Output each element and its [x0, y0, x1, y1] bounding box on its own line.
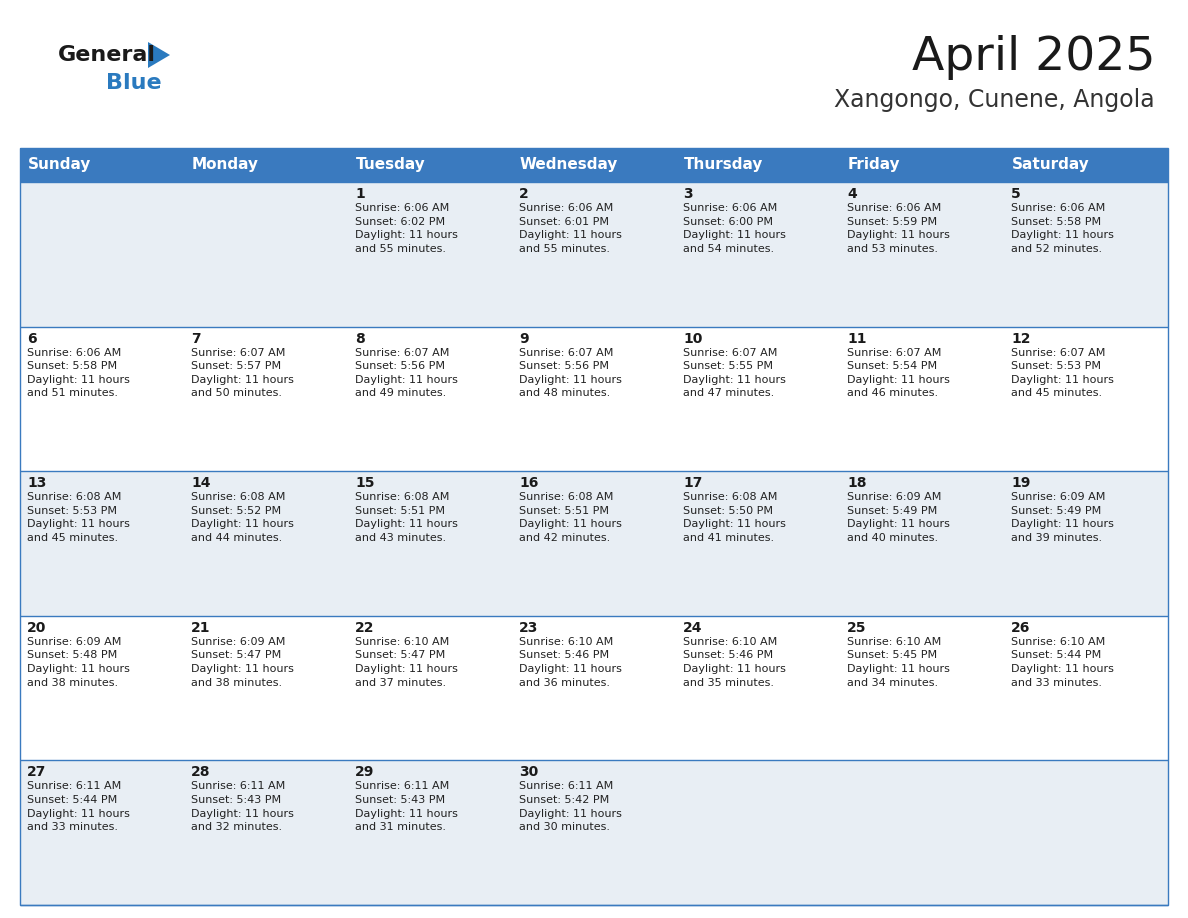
Text: Blue: Blue: [106, 73, 162, 93]
Text: 30: 30: [519, 766, 538, 779]
Text: 12: 12: [1011, 331, 1030, 345]
Text: General: General: [58, 45, 156, 65]
Text: 26: 26: [1011, 621, 1030, 635]
Text: Monday: Monday: [192, 158, 259, 173]
Polygon shape: [148, 42, 170, 68]
Text: April 2025: April 2025: [911, 36, 1155, 81]
Text: 27: 27: [27, 766, 46, 779]
Text: 3: 3: [683, 187, 693, 201]
Bar: [20, 182, 1168, 327]
Text: Sunrise: 6:06 AM
Sunset: 6:01 PM
Daylight: 11 hours
and 55 minutes.: Sunrise: 6:06 AM Sunset: 6:01 PM Dayligh…: [519, 203, 621, 253]
Text: Sunrise: 6:10 AM
Sunset: 5:44 PM
Daylight: 11 hours
and 33 minutes.: Sunrise: 6:10 AM Sunset: 5:44 PM Dayligh…: [1011, 637, 1114, 688]
Bar: [20, 148, 1168, 905]
Text: Sunrise: 6:07 AM
Sunset: 5:56 PM
Daylight: 11 hours
and 48 minutes.: Sunrise: 6:07 AM Sunset: 5:56 PM Dayligh…: [519, 348, 621, 398]
Text: 19: 19: [1011, 476, 1030, 490]
Text: Sunrise: 6:09 AM
Sunset: 5:47 PM
Daylight: 11 hours
and 38 minutes.: Sunrise: 6:09 AM Sunset: 5:47 PM Dayligh…: [191, 637, 293, 688]
Text: Wednesday: Wednesday: [520, 158, 619, 173]
Text: Saturday: Saturday: [1012, 158, 1089, 173]
Bar: [20, 616, 1168, 760]
Text: Sunrise: 6:07 AM
Sunset: 5:55 PM
Daylight: 11 hours
and 47 minutes.: Sunrise: 6:07 AM Sunset: 5:55 PM Dayligh…: [683, 348, 786, 398]
Text: Sunrise: 6:06 AM
Sunset: 5:58 PM
Daylight: 11 hours
and 52 minutes.: Sunrise: 6:06 AM Sunset: 5:58 PM Dayligh…: [1011, 203, 1114, 253]
Text: Sunrise: 6:09 AM
Sunset: 5:49 PM
Daylight: 11 hours
and 40 minutes.: Sunrise: 6:09 AM Sunset: 5:49 PM Dayligh…: [847, 492, 950, 543]
Text: Sunrise: 6:07 AM
Sunset: 5:57 PM
Daylight: 11 hours
and 50 minutes.: Sunrise: 6:07 AM Sunset: 5:57 PM Dayligh…: [191, 348, 293, 398]
Text: 10: 10: [683, 331, 702, 345]
Text: Sunrise: 6:09 AM
Sunset: 5:49 PM
Daylight: 11 hours
and 39 minutes.: Sunrise: 6:09 AM Sunset: 5:49 PM Dayligh…: [1011, 492, 1114, 543]
Text: Sunrise: 6:08 AM
Sunset: 5:51 PM
Daylight: 11 hours
and 43 minutes.: Sunrise: 6:08 AM Sunset: 5:51 PM Dayligh…: [355, 492, 457, 543]
Text: Sunrise: 6:08 AM
Sunset: 5:51 PM
Daylight: 11 hours
and 42 minutes.: Sunrise: 6:08 AM Sunset: 5:51 PM Dayligh…: [519, 492, 621, 543]
Text: 29: 29: [355, 766, 374, 779]
Text: Friday: Friday: [848, 158, 901, 173]
Text: Sunrise: 6:10 AM
Sunset: 5:47 PM
Daylight: 11 hours
and 37 minutes.: Sunrise: 6:10 AM Sunset: 5:47 PM Dayligh…: [355, 637, 457, 688]
Text: Sunrise: 6:11 AM
Sunset: 5:44 PM
Daylight: 11 hours
and 33 minutes.: Sunrise: 6:11 AM Sunset: 5:44 PM Dayligh…: [27, 781, 129, 833]
Bar: [20, 327, 1168, 471]
Text: 17: 17: [683, 476, 702, 490]
Text: 18: 18: [847, 476, 866, 490]
Text: 28: 28: [191, 766, 210, 779]
Text: Sunrise: 6:10 AM
Sunset: 5:46 PM
Daylight: 11 hours
and 36 minutes.: Sunrise: 6:10 AM Sunset: 5:46 PM Dayligh…: [519, 637, 621, 688]
Text: 20: 20: [27, 621, 46, 635]
Text: 13: 13: [27, 476, 46, 490]
Text: 9: 9: [519, 331, 529, 345]
Text: 7: 7: [191, 331, 201, 345]
Text: 22: 22: [355, 621, 374, 635]
Text: 25: 25: [847, 621, 866, 635]
Text: Sunrise: 6:08 AM
Sunset: 5:50 PM
Daylight: 11 hours
and 41 minutes.: Sunrise: 6:08 AM Sunset: 5:50 PM Dayligh…: [683, 492, 786, 543]
Text: 23: 23: [519, 621, 538, 635]
Text: Sunrise: 6:06 AM
Sunset: 6:00 PM
Daylight: 11 hours
and 54 minutes.: Sunrise: 6:06 AM Sunset: 6:00 PM Dayligh…: [683, 203, 786, 253]
Text: Sunrise: 6:07 AM
Sunset: 5:53 PM
Daylight: 11 hours
and 45 minutes.: Sunrise: 6:07 AM Sunset: 5:53 PM Dayligh…: [1011, 348, 1114, 398]
Text: Sunrise: 6:10 AM
Sunset: 5:46 PM
Daylight: 11 hours
and 35 minutes.: Sunrise: 6:10 AM Sunset: 5:46 PM Dayligh…: [683, 637, 786, 688]
Text: Sunday: Sunday: [29, 158, 91, 173]
Text: Xangongo, Cunene, Angola: Xangongo, Cunene, Angola: [834, 88, 1155, 112]
Text: Tuesday: Tuesday: [356, 158, 425, 173]
Text: Sunrise: 6:07 AM
Sunset: 5:54 PM
Daylight: 11 hours
and 46 minutes.: Sunrise: 6:07 AM Sunset: 5:54 PM Dayligh…: [847, 348, 950, 398]
Text: 1: 1: [355, 187, 365, 201]
Text: 6: 6: [27, 331, 37, 345]
Text: 11: 11: [847, 331, 866, 345]
Text: 2: 2: [519, 187, 529, 201]
Text: 21: 21: [191, 621, 210, 635]
Text: 24: 24: [683, 621, 702, 635]
Text: Sunrise: 6:09 AM
Sunset: 5:48 PM
Daylight: 11 hours
and 38 minutes.: Sunrise: 6:09 AM Sunset: 5:48 PM Dayligh…: [27, 637, 129, 688]
Text: Thursday: Thursday: [684, 158, 764, 173]
Text: 4: 4: [847, 187, 857, 201]
Bar: [20, 148, 1168, 182]
Text: Sunrise: 6:06 AM
Sunset: 6:02 PM
Daylight: 11 hours
and 55 minutes.: Sunrise: 6:06 AM Sunset: 6:02 PM Dayligh…: [355, 203, 457, 253]
Text: Sunrise: 6:08 AM
Sunset: 5:53 PM
Daylight: 11 hours
and 45 minutes.: Sunrise: 6:08 AM Sunset: 5:53 PM Dayligh…: [27, 492, 129, 543]
Text: Sunrise: 6:11 AM
Sunset: 5:43 PM
Daylight: 11 hours
and 32 minutes.: Sunrise: 6:11 AM Sunset: 5:43 PM Dayligh…: [191, 781, 293, 833]
Text: 15: 15: [355, 476, 374, 490]
Bar: [20, 471, 1168, 616]
Text: 14: 14: [191, 476, 210, 490]
Text: Sunrise: 6:06 AM
Sunset: 5:58 PM
Daylight: 11 hours
and 51 minutes.: Sunrise: 6:06 AM Sunset: 5:58 PM Dayligh…: [27, 348, 129, 398]
Text: Sunrise: 6:11 AM
Sunset: 5:43 PM
Daylight: 11 hours
and 31 minutes.: Sunrise: 6:11 AM Sunset: 5:43 PM Dayligh…: [355, 781, 457, 833]
Text: 5: 5: [1011, 187, 1020, 201]
Text: Sunrise: 6:10 AM
Sunset: 5:45 PM
Daylight: 11 hours
and 34 minutes.: Sunrise: 6:10 AM Sunset: 5:45 PM Dayligh…: [847, 637, 950, 688]
Text: Sunrise: 6:07 AM
Sunset: 5:56 PM
Daylight: 11 hours
and 49 minutes.: Sunrise: 6:07 AM Sunset: 5:56 PM Dayligh…: [355, 348, 457, 398]
Bar: [20, 760, 1168, 905]
Text: 16: 16: [519, 476, 538, 490]
Text: Sunrise: 6:06 AM
Sunset: 5:59 PM
Daylight: 11 hours
and 53 minutes.: Sunrise: 6:06 AM Sunset: 5:59 PM Dayligh…: [847, 203, 950, 253]
Text: Sunrise: 6:08 AM
Sunset: 5:52 PM
Daylight: 11 hours
and 44 minutes.: Sunrise: 6:08 AM Sunset: 5:52 PM Dayligh…: [191, 492, 293, 543]
Text: Sunrise: 6:11 AM
Sunset: 5:42 PM
Daylight: 11 hours
and 30 minutes.: Sunrise: 6:11 AM Sunset: 5:42 PM Dayligh…: [519, 781, 621, 833]
Text: 8: 8: [355, 331, 365, 345]
